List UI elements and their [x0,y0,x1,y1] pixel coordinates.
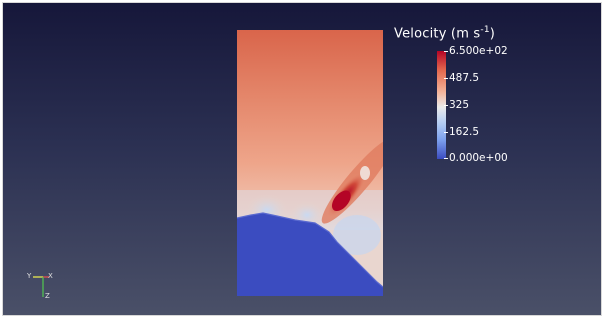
colorbar-tick-label: 487.5 [449,72,480,84]
orientation-axes: Y X Z [21,271,55,309]
axis-z-label: Z [45,292,50,300]
velocity-field [237,30,383,296]
colorbar-tick-label: 162.5 [449,126,480,138]
color-scale-bar [437,51,446,159]
colorbar-tick [444,105,448,106]
colorbar-max-label: 6.500e+02 [449,45,508,57]
axis-y-label: Y [27,272,32,280]
colorbar-tick [444,51,448,52]
axes-triad-icon [33,276,49,297]
colorbar-min-label: 0.000e+00 [449,152,508,164]
axis-x-label: X [48,272,53,280]
colorbar-tick [444,78,448,79]
colorbar-tick [444,132,448,133]
render-viewport[interactable]: Velocity (m s-1) 6.500e+02 487.5 325 162… [2,2,602,316]
legend-title: Velocity (m s-1) [394,25,496,42]
colorbar-tick [444,158,448,159]
colorbar-tick-label: 325 [449,99,470,111]
